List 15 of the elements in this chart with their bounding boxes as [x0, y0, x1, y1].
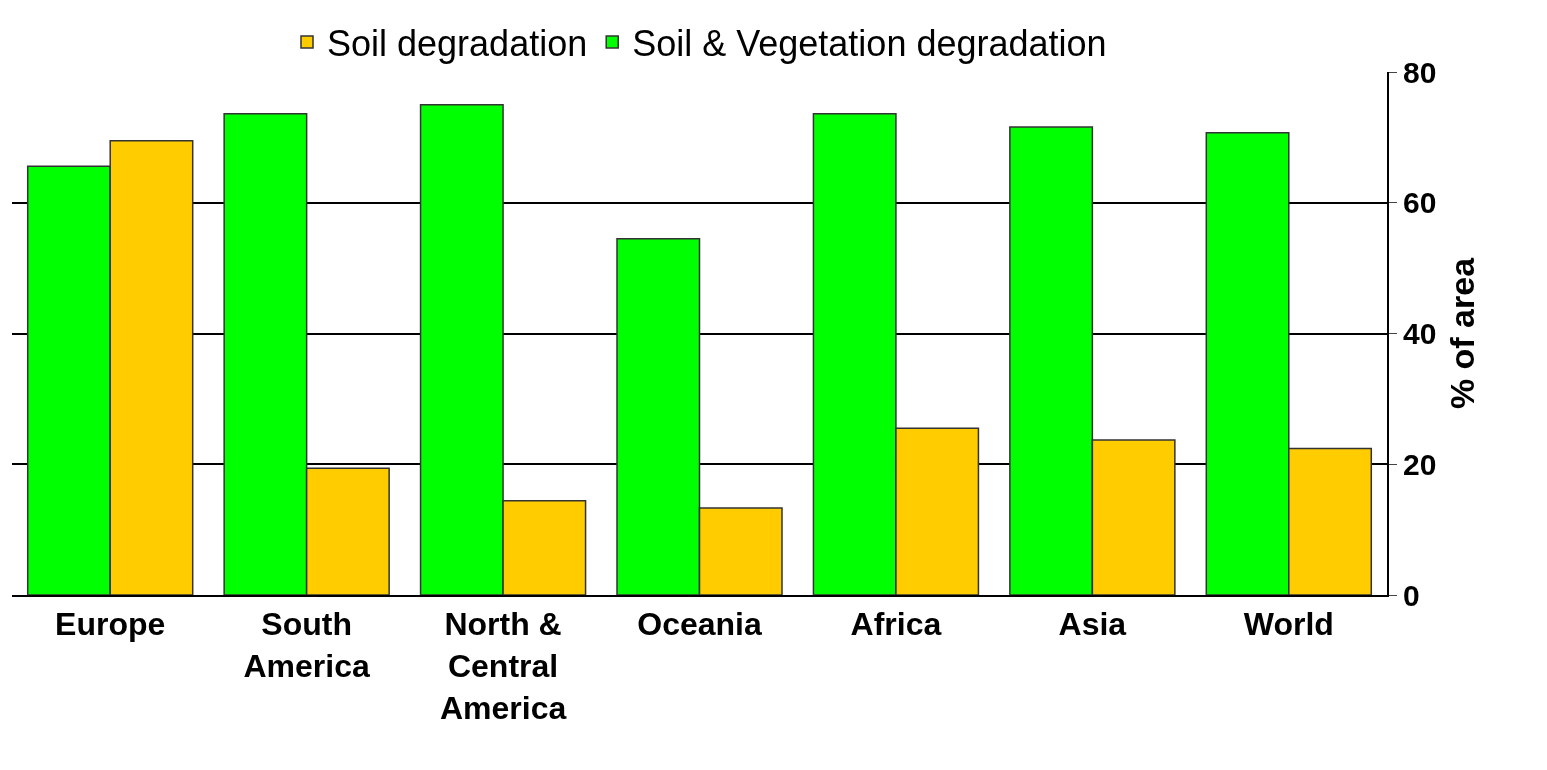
- y2-axis-title: % of area: [1443, 256, 1482, 410]
- x-tick-label: North & Central America: [439, 606, 567, 726]
- legend-label: Soil degradation: [327, 22, 588, 64]
- x-tick-label: Africa: [850, 606, 942, 643]
- x-tick-label: Europe: [55, 606, 166, 643]
- x-tick-label: Oceania: [637, 606, 762, 643]
- x-tick-label: Asia: [1058, 606, 1127, 643]
- y2-tick-label: 80: [1403, 55, 1437, 89]
- x-tick-label: World: [1243, 606, 1334, 643]
- y2-tick-label: 20: [1403, 447, 1437, 481]
- legend-label: Soil & Vegetation degradation: [632, 22, 1107, 64]
- y2-tick-label: 0: [1403, 578, 1420, 612]
- x-tick-label: South America: [243, 606, 370, 684]
- y2-tick-label: 60: [1403, 186, 1437, 220]
- y2-tick-label: 40: [1403, 317, 1437, 350]
